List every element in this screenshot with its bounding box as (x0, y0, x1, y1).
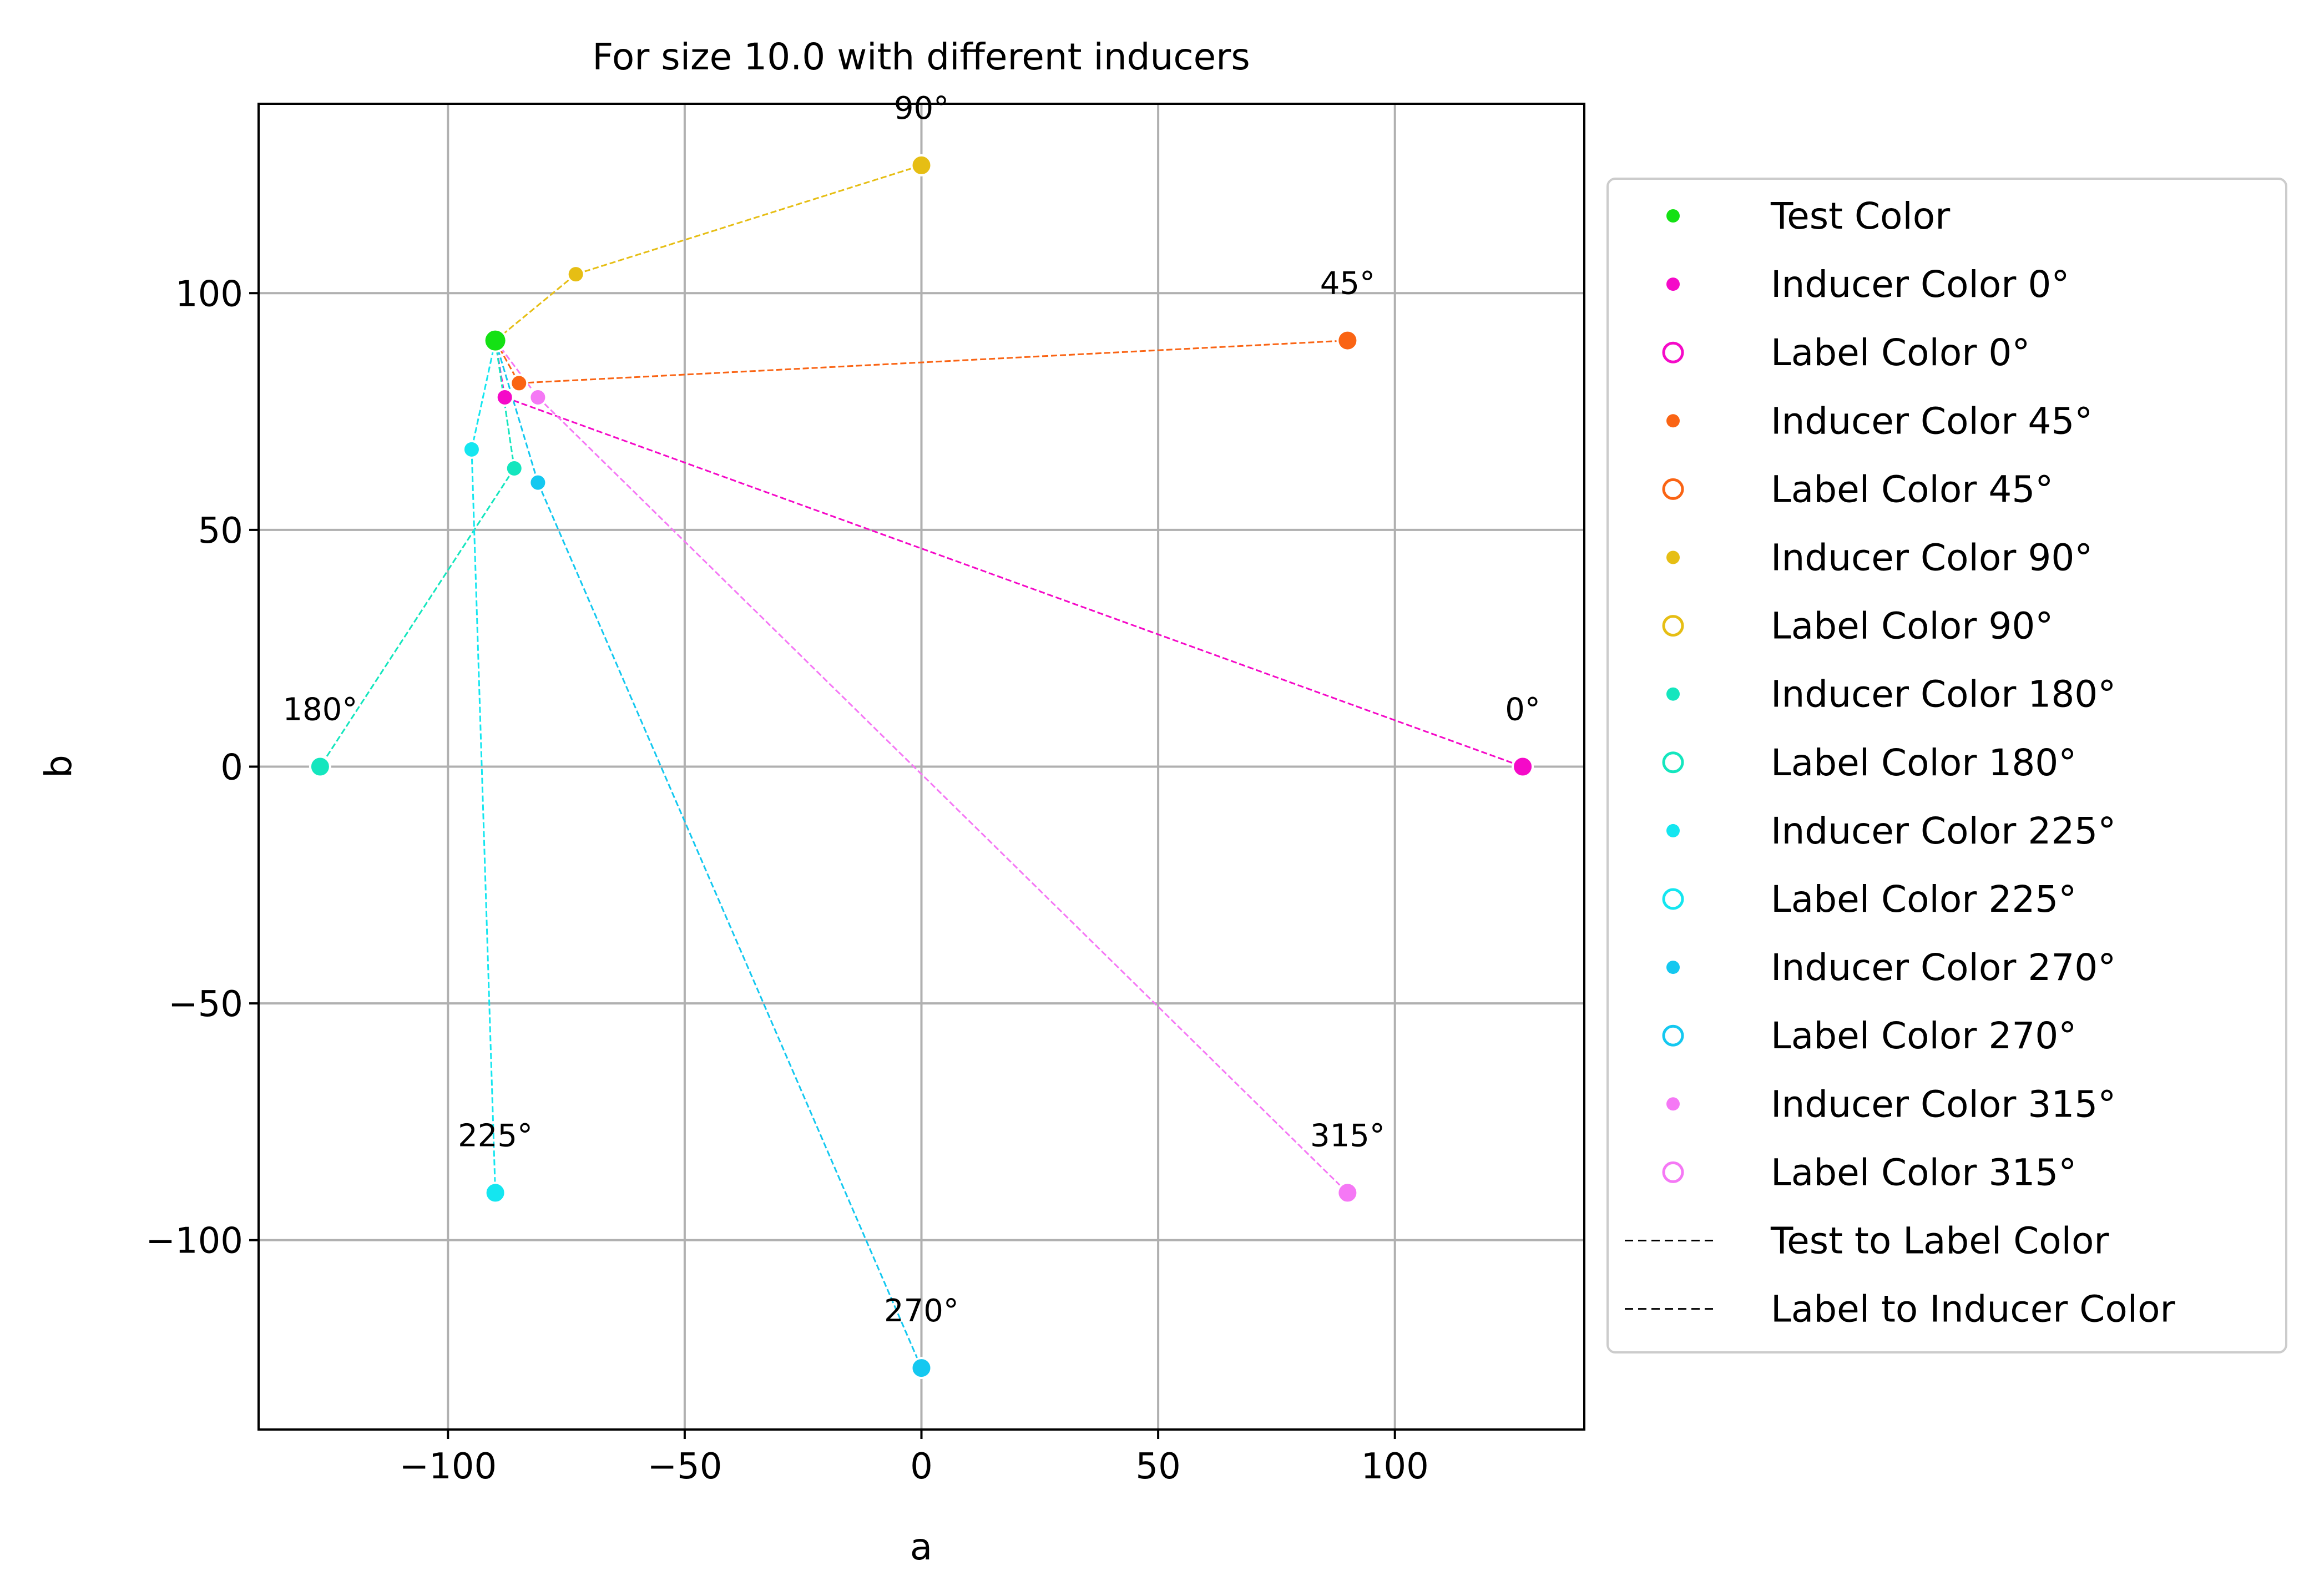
legend: Test Color Inducer Color 0° Label Color 0°… (1606, 178, 2287, 1353)
connector-lines (319, 164, 1523, 1368)
legend-marker-filled (1666, 414, 1680, 428)
legend-label: Label Color 180° (1771, 741, 2076, 784)
inducer-point (309, 755, 331, 778)
inducer-point (910, 154, 933, 176)
legend-label: Inducer Color 45° (1771, 400, 2093, 442)
inducer-point (1336, 329, 1359, 352)
inducer-point (484, 1181, 507, 1204)
label-point (504, 458, 524, 478)
legend-label: Inducer Color 270° (1771, 946, 2116, 989)
legend-marker-hollow (1662, 888, 1684, 910)
chart-title: For size 10.0 with different inducers (592, 36, 1250, 78)
test-color-point (483, 328, 508, 353)
angle-annotation: 45° (1320, 266, 1375, 302)
legend-marker-filled (1666, 961, 1680, 974)
legend-label: Test to Label Color (1770, 1220, 2109, 1262)
label-to-inducer-line (537, 396, 1348, 1194)
x-axis-label: a (910, 1526, 932, 1568)
test-to-label-line (494, 340, 539, 483)
angle-annotation: 0° (1505, 692, 1540, 728)
grid (259, 104, 1584, 1430)
label-point (528, 473, 548, 492)
x-tick-label: 100 (1361, 1446, 1429, 1487)
label-to-inducer-line (319, 468, 515, 767)
label-point (528, 387, 548, 407)
x-tick-label: −50 (647, 1446, 722, 1487)
label-point (566, 265, 585, 284)
legend-marker-filled (1666, 687, 1680, 701)
y-axis-label: b (37, 755, 80, 778)
legend-label: Inducer Color 180° (1771, 673, 2116, 716)
data-markers (309, 154, 1534, 1380)
label-point (495, 387, 514, 407)
legend-marker-filled (1666, 824, 1680, 837)
label-point (509, 373, 529, 393)
test-to-label-line (471, 340, 497, 450)
inducer-point (1512, 755, 1534, 778)
legend-label: Label Color 270° (1771, 1014, 2076, 1057)
legend-label: Label to Inducer Color (1771, 1288, 2175, 1331)
legend-label: Label Color 0° (1771, 331, 2030, 374)
legend-label: Inducer Color 0° (1771, 263, 2069, 306)
legend-label: Inducer Color 90° (1771, 537, 2093, 579)
legend-marker-hollow (1662, 751, 1684, 774)
legend-marker-hollow (1662, 478, 1684, 500)
angle-annotations: 0° 45° 90° 180° 225° 270° 315° (282, 90, 1540, 1329)
label-to-inducer-line (504, 396, 1523, 767)
legend-frame (1606, 178, 2287, 1353)
y-tick-label: 0 (220, 748, 243, 789)
angle-annotation: 225° (458, 1118, 533, 1154)
label-to-inducer-line (575, 164, 922, 275)
legend-marker-filled (1666, 209, 1680, 223)
legend-marker-filled (1666, 550, 1680, 564)
axis-ticks: −100 −50 0 50 100 −100 −50 0 50 100 (145, 274, 1429, 1487)
legend-label: Inducer Color 315° (1771, 1083, 2116, 1125)
legend-label: Test Color (1770, 195, 1951, 238)
y-tick-label: 50 (198, 511, 243, 552)
legend-label: Label Color 90° (1771, 605, 2053, 648)
angle-annotation: 180° (282, 692, 357, 728)
angle-annotation: 315° (1310, 1118, 1385, 1154)
legend-marker-hollow (1662, 615, 1684, 637)
label-to-inducer-line (519, 340, 1348, 384)
y-tick-label: 100 (175, 274, 243, 315)
legend-marker-hollow (1662, 1161, 1684, 1183)
label-to-inducer-line (537, 482, 922, 1368)
legend-label: Label Color 315° (1771, 1151, 2076, 1194)
label-point (462, 440, 481, 459)
legend-marker-filled (1666, 277, 1680, 291)
legend-marker-filled (1666, 1097, 1680, 1111)
angle-annotation: 90° (894, 90, 949, 127)
legend-marker-hollow (1662, 341, 1684, 363)
y-tick-label: −50 (168, 984, 243, 1025)
legend-label: Inducer Color 225° (1771, 810, 2116, 852)
legend-label: Label Color 225° (1771, 878, 2076, 921)
legend-label: Label Color 45° (1771, 468, 2053, 511)
legend-marker-hollow (1662, 1024, 1684, 1047)
x-tick-label: 0 (910, 1446, 933, 1487)
y-tick-label: −100 (145, 1221, 243, 1262)
x-tick-label: 50 (1135, 1446, 1180, 1487)
angle-annotation: 270° (884, 1293, 959, 1329)
inducer-point (910, 1357, 933, 1380)
x-tick-label: −100 (399, 1446, 497, 1487)
inducer-point (1336, 1181, 1359, 1204)
